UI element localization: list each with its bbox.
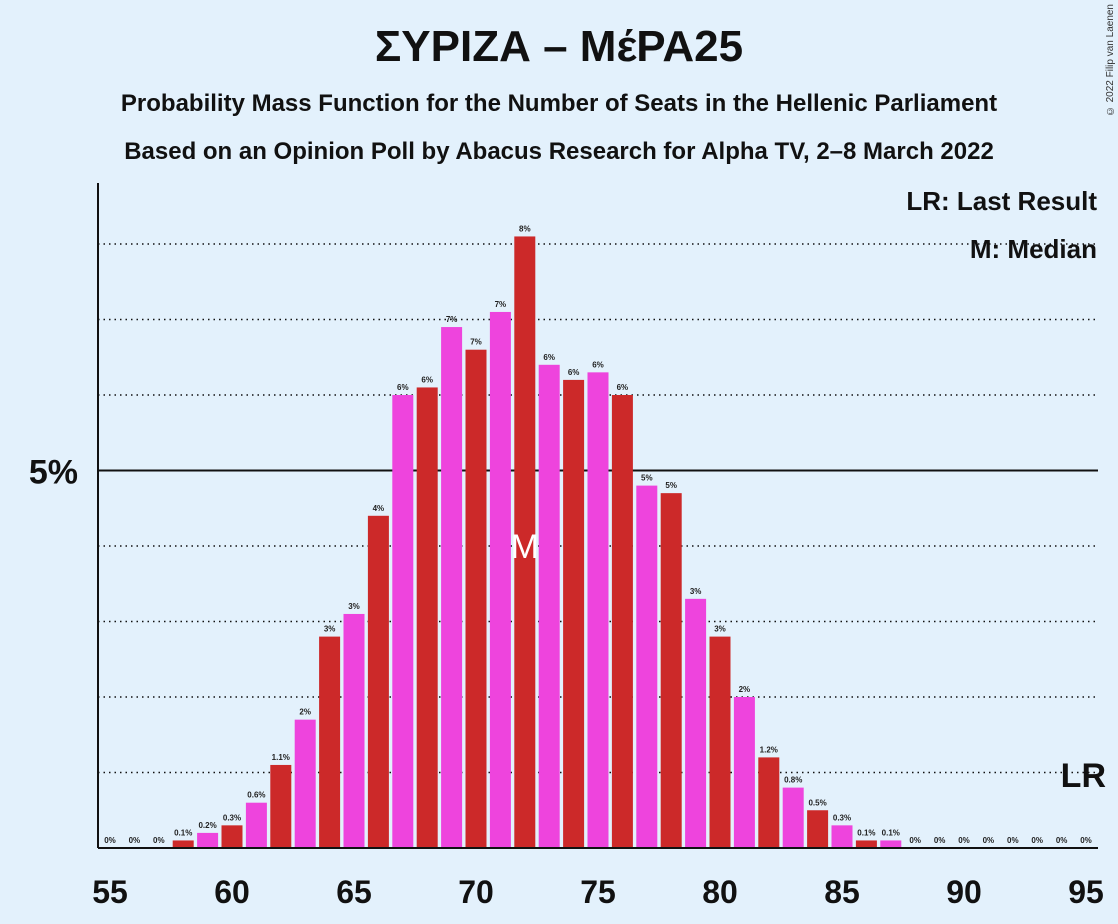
- chart-title: ΣΥΡΙΖΑ – ΜέΡΑ25: [374, 22, 744, 71]
- bar-76: [611, 395, 633, 848]
- bar-value-label: 6%: [617, 383, 629, 392]
- chart-subtitle-2: Based on an Opinion Poll by Abacus Resea…: [124, 138, 994, 165]
- bar-86: [855, 840, 877, 848]
- bar-value-label: 0.3%: [833, 813, 851, 822]
- bar-83: [782, 787, 804, 848]
- bar-value-label: 0%: [129, 836, 141, 845]
- bar-value-label: 0.2%: [198, 821, 216, 830]
- bar-value-label: 7%: [446, 315, 458, 324]
- bar-70: [465, 349, 487, 848]
- y-tick-label: 5%: [29, 454, 78, 492]
- x-tick-label: 70: [458, 874, 494, 910]
- bar-75: [587, 372, 609, 848]
- bar-value-label: 6%: [543, 353, 555, 362]
- bar-73: [538, 364, 560, 848]
- bar-value-label: 0%: [1056, 836, 1068, 845]
- x-tick-label: 85: [824, 874, 860, 910]
- bar-value-label: 7%: [470, 338, 482, 347]
- bar-value-label: 2%: [739, 685, 751, 694]
- bar-64: [319, 636, 341, 848]
- bar-labels: 0% 0% 0% 0.1% 0.2% 0.3% 0.6% 1.1% 2% 3% 3% 4% 6% 6% 7%…: [104, 224, 1092, 845]
- bar-value-label: 0%: [958, 836, 970, 845]
- bar-value-label: 8%: [519, 224, 531, 233]
- bar-value-label: 6%: [568, 368, 580, 377]
- bar-63: [294, 719, 316, 848]
- bar-value-label: 3%: [714, 625, 726, 634]
- bar-value-label: 3%: [348, 602, 360, 611]
- bar-65: [343, 613, 365, 848]
- x-tick-label: 60: [214, 874, 250, 910]
- bar-value-label: 0.6%: [247, 791, 265, 800]
- bar-value-label: 0.8%: [784, 776, 802, 785]
- bar-78: [660, 493, 682, 848]
- bar-value-label: 3%: [690, 587, 702, 596]
- bar-84: [807, 810, 829, 848]
- bar-79: [685, 598, 707, 848]
- bar-value-label: 0%: [1080, 836, 1092, 845]
- bar-value-label: 0.1%: [882, 828, 900, 837]
- bar-60: [221, 825, 243, 848]
- bar-87: [880, 840, 902, 848]
- bars: [172, 236, 902, 848]
- bar-58: [172, 840, 194, 848]
- x-tick-label: 55: [92, 874, 128, 910]
- bar-value-label: 0.5%: [808, 798, 826, 807]
- bar-value-label: 0.1%: [857, 828, 875, 837]
- median-marker: M: [511, 528, 539, 566]
- bar-value-label: 3%: [324, 625, 336, 634]
- bar-value-label: 0%: [153, 836, 165, 845]
- bar-value-label: 0%: [1031, 836, 1043, 845]
- bar-74: [563, 379, 585, 848]
- bar-77: [636, 485, 658, 848]
- bar-value-label: 4%: [373, 504, 385, 513]
- x-tick-label: 80: [702, 874, 738, 910]
- bar-value-label: 0%: [934, 836, 946, 845]
- bar-62: [270, 764, 292, 848]
- bar-value-label: 6%: [397, 383, 409, 392]
- bar-value-label: 5%: [641, 474, 653, 483]
- axes: 5% 55 60 65 70 75 80 85 90 95: [29, 183, 1104, 910]
- bar-value-label: 0.3%: [223, 813, 241, 822]
- legend-median: M: Median: [970, 234, 1097, 264]
- bar-59: [197, 832, 219, 848]
- x-tick-label: 90: [946, 874, 982, 910]
- bar-value-label: 0%: [983, 836, 995, 845]
- bar-value-label: 2%: [299, 708, 311, 717]
- legend-last-result: LR: Last Result: [906, 186, 1097, 216]
- bar-value-label: 0%: [104, 836, 116, 845]
- last-result-marker: LR: [1061, 757, 1106, 795]
- bar-82: [758, 757, 780, 848]
- chart-subtitle-1: Probability Mass Function for the Number…: [120, 90, 998, 117]
- bar-81: [733, 697, 755, 848]
- bar-value-label: 0%: [1007, 836, 1019, 845]
- bar-value-label: 7%: [495, 300, 507, 309]
- x-tick-label: 65: [336, 874, 372, 910]
- bar-68: [416, 387, 438, 848]
- bar-80: [709, 636, 731, 848]
- bar-72: [514, 236, 536, 848]
- bar-value-label: 6%: [592, 360, 604, 369]
- x-tick-label: 75: [580, 874, 616, 910]
- bar-value-label: 0.1%: [174, 828, 192, 837]
- bar-value-label: 1.2%: [760, 745, 778, 754]
- x-tick-label: 95: [1068, 874, 1104, 910]
- bar-67: [392, 395, 414, 848]
- bar-value-label: 6%: [421, 375, 433, 384]
- bar-value-label: 0%: [909, 836, 921, 845]
- bar-61: [245, 802, 267, 848]
- bar-71: [489, 311, 511, 848]
- bar-value-label: 5%: [665, 481, 677, 490]
- bar-66: [367, 515, 389, 848]
- bar-69: [441, 327, 463, 848]
- bar-85: [831, 825, 853, 848]
- bar-value-label: 1.1%: [272, 753, 290, 762]
